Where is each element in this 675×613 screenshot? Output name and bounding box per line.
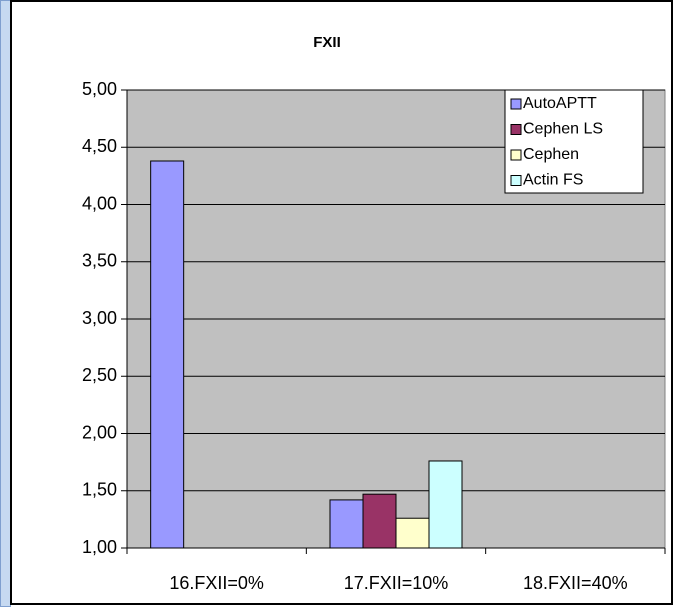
- legend-swatch: [510, 149, 522, 161]
- y-tick-label: 1,50: [82, 480, 117, 500]
- legend-label: Cephen LS: [523, 121, 603, 138]
- legend-label: AutoAPTT: [523, 95, 597, 112]
- y-tick-label: 3,00: [82, 308, 117, 328]
- legend-swatch: [510, 175, 522, 186]
- bar: [329, 499, 364, 549]
- chart-title: FXII: [313, 34, 341, 51]
- bar: [395, 517, 430, 549]
- bar: [428, 460, 463, 549]
- bar: [150, 160, 185, 549]
- legend-label: Actin FS: [523, 172, 583, 189]
- legend-swatch: [510, 124, 522, 135]
- y-tick-label: 2,50: [82, 365, 117, 385]
- legend: [504, 89, 644, 194]
- y-tick-label: 4,50: [82, 136, 117, 156]
- y-tick-label: 4,00: [82, 193, 117, 213]
- y-tick-label: 2,00: [82, 422, 117, 442]
- side-panel: [0, 0, 11, 607]
- y-tick-label: 5,00: [82, 79, 117, 99]
- y-tick-label: 3,50: [82, 251, 117, 271]
- legend-swatch: [510, 98, 522, 110]
- y-tick-label: 1,00: [82, 537, 117, 557]
- x-tick-label: 18.FXII=40%: [523, 573, 628, 593]
- x-tick-label: 17.FXII=10%: [344, 573, 449, 593]
- legend-label: Cephen: [523, 146, 579, 163]
- bar: [362, 493, 397, 549]
- x-tick-label: 16.FXII=0%: [169, 573, 264, 593]
